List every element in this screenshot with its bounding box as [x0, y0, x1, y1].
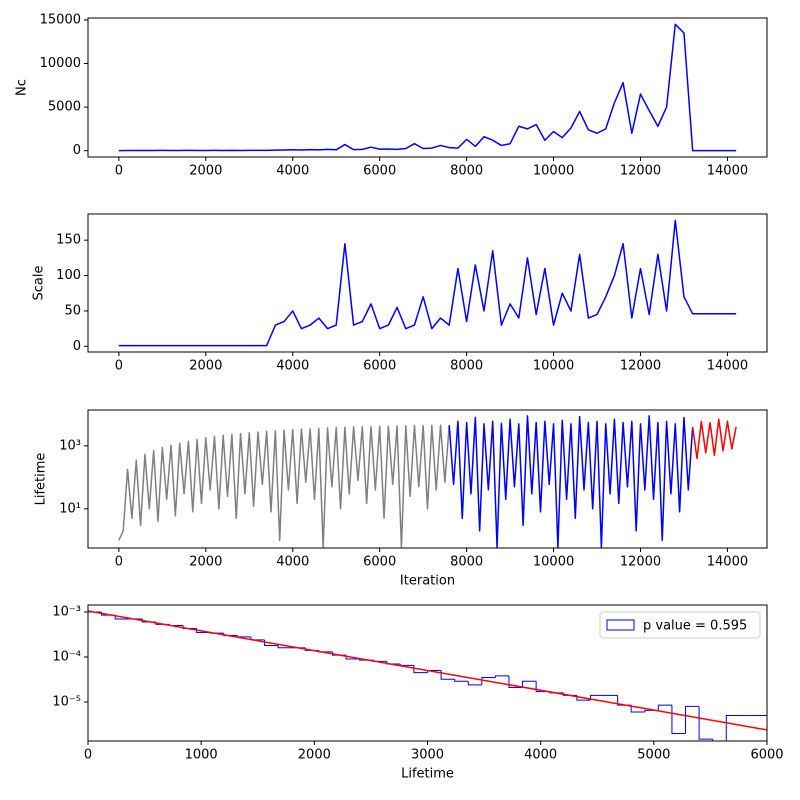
histogram-bin	[508, 675, 523, 689]
x-tick-label: 12000	[620, 555, 661, 570]
data-line	[118, 424, 450, 548]
histogram-bin	[522, 680, 537, 688]
y-tick-label: 10⁻⁴	[52, 649, 81, 664]
x-tick-label: 10000	[533, 555, 574, 570]
x-tick-label: 0	[84, 748, 92, 763]
x-tick-label: 0	[115, 164, 123, 179]
x-tick-label: 12000	[620, 164, 661, 179]
x-tick-label: 4000	[524, 748, 557, 763]
y-tick-label: 5000	[48, 100, 81, 115]
x-tick-label: 4000	[276, 555, 309, 570]
data-line	[691, 418, 737, 460]
x-tick-label: 14000	[707, 164, 748, 179]
histogram-bin	[481, 677, 496, 685]
x-tick-label: 0	[115, 555, 123, 570]
histogram-bin	[182, 625, 197, 629]
y-axis-label: Scale	[32, 266, 47, 301]
histogram-bin	[630, 705, 645, 713]
legend-swatch	[606, 619, 635, 631]
data-line	[448, 415, 694, 548]
legend: p value = 0.595	[599, 611, 761, 639]
x-tick-label: 4000	[276, 359, 309, 374]
x-tick-label: 6000	[363, 359, 396, 374]
panel: 0 2000 4000 6000 8000 10000 12000 14000 0 50 100 15…	[32, 213, 768, 374]
y-axis-label: Lifetime	[34, 453, 49, 506]
histogram-bin	[467, 681, 482, 686]
x-tick-label: 1000	[185, 748, 218, 763]
x-axis-label: Iteration	[400, 574, 455, 589]
y-tick-label: 0	[73, 339, 81, 354]
plot-area	[118, 415, 737, 548]
legend-label: p value = 0.595	[643, 619, 747, 634]
histogram-bin	[494, 675, 509, 678]
x-tick-label: 8000	[450, 164, 483, 179]
panel: 0 2000 4000 6000 8000 10000 12000 14000 0 5000 100…	[15, 12, 768, 179]
histogram-bin	[671, 705, 686, 734]
plot-area	[118, 219, 737, 347]
axes-frame	[87, 409, 768, 549]
x-tick-label: 0	[115, 359, 123, 374]
legend-frame	[599, 611, 761, 639]
x-tick-label: 2000	[189, 555, 222, 570]
x-tick-label: 12000	[620, 359, 661, 374]
y-tick-label: 50	[64, 303, 81, 318]
axes-frame	[87, 604, 768, 742]
x-tick-label: 6000	[750, 748, 783, 763]
x-tick-label: 10000	[533, 164, 574, 179]
axes-frame	[87, 17, 768, 158]
panel: 0 1000 2000 3000 4000 5000 6000 10⁻³ 10⁻⁴ 10⁻⁵ Lif…	[52, 604, 783, 781]
x-tick-label: 2000	[298, 748, 331, 763]
x-tick-label: 10000	[533, 359, 574, 374]
y-tick-label: 10³	[59, 438, 81, 453]
histogram-bin	[725, 715, 740, 741]
x-tick-label: 2000	[189, 359, 222, 374]
x-tick-label: 4000	[276, 164, 309, 179]
y-tick-label: 10¹	[59, 501, 81, 516]
histogram-bin	[698, 706, 713, 740]
histogram-bin	[685, 705, 700, 734]
data-line	[88, 610, 767, 731]
y-tick-label: 10⁻⁵	[52, 695, 81, 710]
axes-frame	[87, 213, 768, 353]
data-line	[118, 219, 737, 347]
histogram-bin	[236, 635, 251, 638]
histogram-bin	[399, 663, 414, 666]
y-tick-label: 15000	[40, 12, 81, 27]
histogram-bin	[454, 679, 469, 682]
data-line	[118, 23, 737, 152]
y-axis-label: Nc	[15, 79, 30, 96]
y-tick-label: 150	[56, 233, 81, 248]
histogram-bin	[753, 715, 767, 741]
x-tick-label: 2000	[189, 164, 222, 179]
x-axis-label: Lifetime	[401, 767, 454, 782]
x-tick-label: 8000	[450, 555, 483, 570]
plot-area	[88, 610, 767, 741]
y-tick-label: 100	[56, 268, 81, 283]
panel: 0 2000 4000 6000 8000 10000 12000 14000 10¹ 10³ Li…	[34, 409, 768, 589]
x-tick-label: 14000	[707, 555, 748, 570]
x-tick-label: 6000	[363, 164, 396, 179]
y-tick-label: 10⁻³	[52, 604, 81, 619]
y-tick-label: 0	[73, 143, 81, 158]
y-tick-label: 10000	[40, 56, 81, 71]
x-tick-label: 8000	[450, 359, 483, 374]
histogram-bin	[88, 611, 102, 741]
plot-area	[118, 23, 737, 152]
histogram-bin	[277, 645, 292, 649]
x-tick-label: 5000	[637, 748, 670, 763]
x-tick-label: 3000	[411, 748, 444, 763]
x-tick-label: 14000	[707, 359, 748, 374]
x-tick-label: 6000	[363, 555, 396, 570]
histogram-bin	[712, 739, 714, 741]
histogram-bin	[657, 704, 672, 711]
